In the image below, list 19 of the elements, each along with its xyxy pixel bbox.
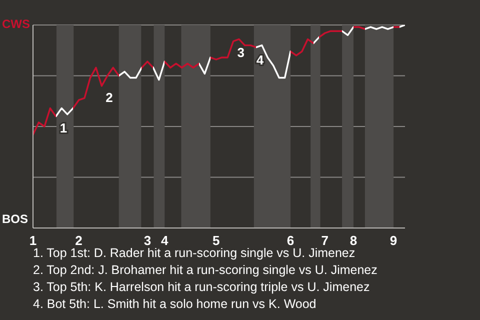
x-tick-label: 7 xyxy=(321,233,328,248)
x-tick-label: 5 xyxy=(212,233,220,248)
annotation: 3 xyxy=(237,45,245,60)
text: 4. Bot 5th: L. Smith hit a solo home run vs K. Wood xyxy=(33,296,318,313)
x-tick-label: 2 xyxy=(75,233,82,248)
x-tick-label: 8 xyxy=(350,233,358,248)
text: 1. Top 1st: D. Rader hit a run-scoring single vs U. Jimenez xyxy=(33,246,356,262)
x-tick-label: 1 xyxy=(29,233,37,248)
text: BOS xyxy=(2,212,28,226)
text: 2. Top 2nd: J. Brohamer hit a run-scoring single vs U. Jimenez xyxy=(33,262,378,279)
annotation: 4 xyxy=(256,52,264,68)
text: 3. Top 5th: K. Harrelson hit a run-scoring triple vs U. Jimenez xyxy=(33,279,371,296)
x-tick-label: 6 xyxy=(286,233,294,248)
x-tick-label: 4 xyxy=(161,233,170,248)
annotation: 2 xyxy=(106,90,113,105)
annotation: 1 xyxy=(60,120,68,136)
x-tick-label: 3 xyxy=(144,233,152,248)
text: CWS xyxy=(2,17,30,31)
x-tick-label: 9 xyxy=(390,233,398,248)
